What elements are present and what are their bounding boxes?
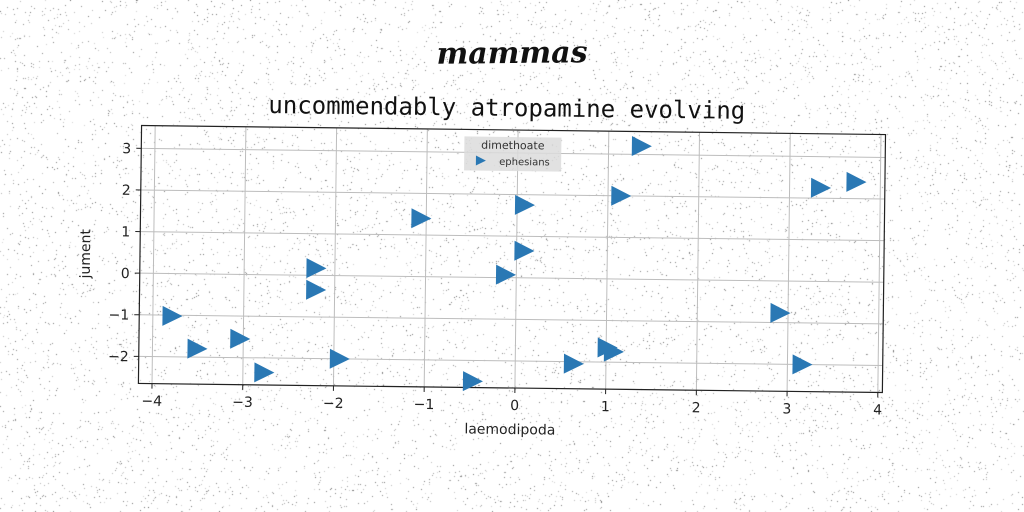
y-axis-label: jument	[78, 229, 95, 280]
data-point	[514, 240, 535, 261]
data-point	[563, 353, 584, 374]
data-point	[329, 348, 350, 369]
y-tick-label: 3	[122, 141, 131, 157]
axis-ticks: −4 −3 −2 −1 0 1 2 3 4 −2 −1 0 1 2 3	[108, 141, 882, 418]
data-point	[846, 171, 867, 192]
data-point	[611, 185, 632, 206]
x-tick-label: −3	[232, 395, 253, 411]
y-gridline	[138, 355, 883, 366]
x-tick-label: −4	[141, 393, 162, 409]
data-point	[306, 258, 327, 279]
legend-marker	[475, 155, 486, 166]
x-tick-label: 1	[601, 399, 610, 415]
data-point	[631, 136, 652, 157]
data-point	[514, 194, 536, 215]
plot-frame	[137, 124, 887, 394]
data-point	[462, 371, 483, 392]
y-gridline	[140, 231, 885, 242]
data-point	[306, 279, 327, 300]
x-gridline	[877, 134, 882, 393]
x-tick-label: 3	[782, 401, 791, 417]
x-gridline	[151, 125, 156, 384]
x-tick-label: −1	[414, 397, 435, 413]
chart-title: uncommendably atropamine evolving	[268, 91, 745, 125]
y-gridline	[139, 272, 884, 283]
x-gridline	[332, 127, 338, 386]
x-gridline	[786, 133, 791, 392]
x-tick-label: 0	[510, 398, 519, 414]
y-tick-label: 2	[122, 183, 131, 199]
x-tick-label: −2	[323, 396, 344, 412]
data-point	[254, 362, 275, 383]
y-tick-label: −2	[108, 349, 129, 365]
data-point	[810, 177, 832, 198]
y-tick-label: 1	[121, 224, 130, 240]
y-gridline	[139, 314, 884, 325]
legend-title: dimethoate	[481, 139, 545, 153]
data-point	[187, 338, 208, 359]
data-point	[162, 305, 183, 326]
x-gridline	[242, 126, 247, 385]
y-tick-label: 0	[121, 266, 130, 282]
x-tick-label: 4	[873, 402, 882, 418]
data-point	[230, 328, 251, 349]
legend-box	[464, 136, 562, 172]
x-tick-label: 2	[692, 400, 701, 416]
data-point	[792, 354, 813, 375]
data-point	[495, 264, 517, 285]
chart-group: uncommendably atropamine evolving −4 −3 −2…	[78, 91, 887, 439]
data-point	[603, 341, 624, 362]
data-point	[411, 208, 432, 229]
data-point	[770, 302, 791, 323]
legend-series-label: ephesians	[499, 157, 550, 169]
x-gridline	[423, 128, 428, 387]
legend: dimethoate ephesians	[464, 136, 562, 172]
y-tick-label: −1	[109, 307, 130, 323]
data-points	[162, 136, 867, 392]
x-axis-label: laemodipoda	[464, 421, 555, 438]
x-gridline	[695, 132, 701, 391]
y-gridline	[140, 189, 885, 200]
